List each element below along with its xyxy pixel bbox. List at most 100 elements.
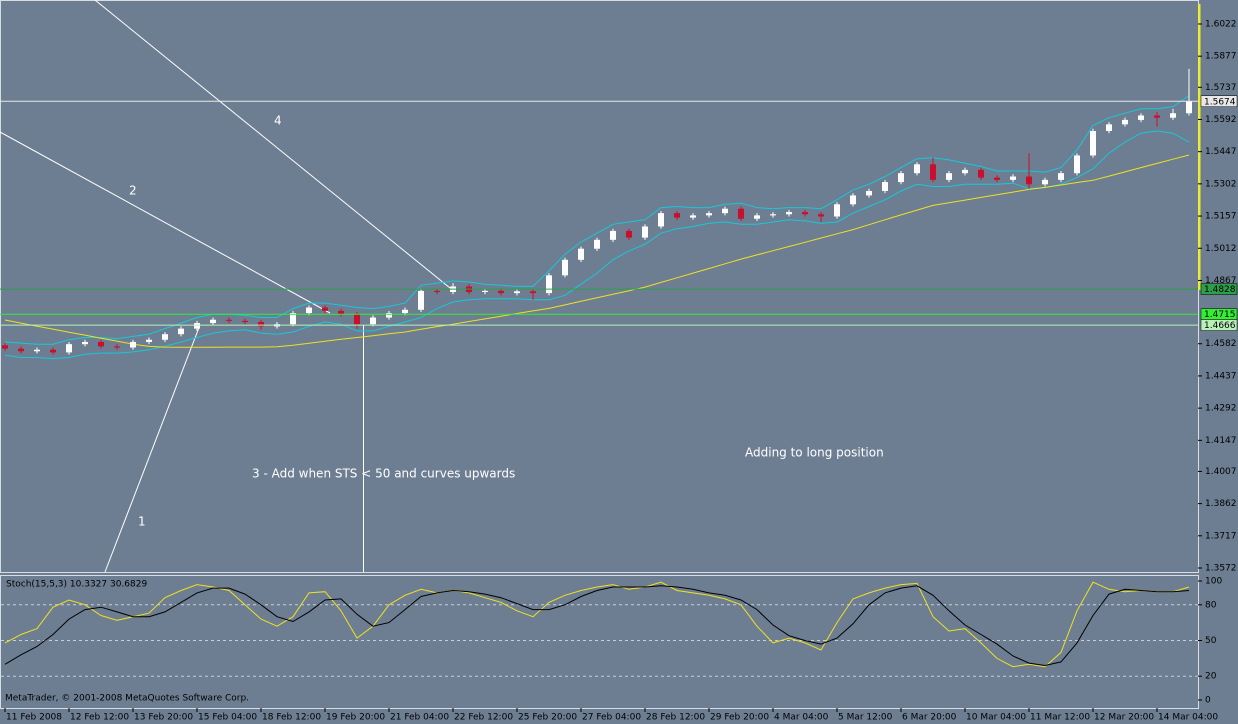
candle-body [674, 213, 680, 218]
candle-body [722, 208, 728, 214]
candle-body [642, 226, 648, 238]
candle-body [882, 182, 888, 191]
candle-body [738, 208, 744, 219]
y-tick-label: 1.5157 [1205, 212, 1237, 222]
candle-body [98, 341, 104, 347]
x-tick-label: 13 Feb 20:00 [134, 713, 193, 723]
candle-body [1074, 155, 1080, 174]
x-tick-label: 25 Feb 20:00 [518, 713, 577, 723]
candle-body [370, 317, 376, 325]
candle-body [1138, 115, 1144, 120]
candle-body [962, 169, 968, 174]
x-tick-label: 14 Mar 04:00 [1158, 713, 1218, 723]
price-label-box [1200, 95, 1238, 108]
candle-body [626, 230, 632, 238]
candle-body [834, 204, 840, 217]
y-tick-label: 1.3862 [1205, 499, 1237, 509]
annotation: 3 - Add when STS < 50 and curves upwards [252, 467, 515, 481]
indicator-line [4, 585, 1190, 667]
annotation: Adding to long position [745, 446, 884, 460]
candle-body [546, 275, 552, 294]
indicator-title: Stoch(15,5,3) 10.3327 30.6829 [6, 580, 147, 590]
y-tick-label: 1.6022 [1205, 19, 1237, 29]
candle-body [914, 164, 920, 174]
x-tick-label: 28 Feb 12:00 [646, 713, 705, 723]
y-tick-label: 1.5877 [1205, 52, 1237, 62]
x-tick-label: 29 Feb 20:00 [710, 713, 769, 723]
candle-body [226, 319, 232, 321]
candle-body [130, 341, 136, 348]
y-tick-label: 1.4582 [1205, 339, 1237, 349]
candle-body [658, 213, 664, 227]
price-label: 1.4828 [1204, 285, 1236, 295]
footer: MetaTrader, © 2001-2008 MetaQuotes Softw… [5, 694, 249, 704]
candle-body [754, 215, 760, 219]
trendline [0, 131, 331, 314]
price-label: 1.5674 [1204, 97, 1236, 107]
x-tick-label: 22 Feb 12:00 [454, 713, 513, 723]
y-tick-label: 1.5012 [1205, 244, 1237, 254]
y-tick-label: 1.5737 [1205, 83, 1237, 93]
candle-body [402, 309, 408, 314]
trendline [104, 324, 201, 573]
x-tick-label: 19 Feb 20:00 [326, 713, 385, 723]
candle-body [290, 313, 296, 325]
candle-body [706, 213, 712, 216]
candle-body [818, 214, 824, 217]
candle-body [1042, 179, 1048, 185]
candle-body [482, 290, 488, 292]
y-tick-label: 50 [1205, 636, 1217, 646]
price-label: 1.4666 [1204, 321, 1236, 331]
candle-body [1154, 115, 1160, 118]
candle-body [946, 173, 952, 180]
indicator-panel-frame [0, 575, 1199, 709]
trendline [94, 0, 451, 289]
y-tick-label: 1.5592 [1205, 115, 1237, 125]
candle-body [146, 339, 152, 342]
candle-body [770, 214, 776, 216]
x-tick-label: 10 Mar 04:00 [966, 713, 1026, 723]
y-tick-label: 1.4437 [1205, 371, 1237, 381]
x-tick-label: 18 Feb 12:00 [262, 713, 321, 723]
x-tick-label: 4 Mar 04:00 [774, 713, 829, 723]
x-tick-label: 15 Feb 04:00 [198, 713, 257, 723]
y-tick-label: 1.4007 [1205, 467, 1237, 477]
candle-body [242, 320, 248, 322]
candle-body [418, 290, 424, 310]
candle-body [994, 177, 1000, 180]
candle-body [338, 310, 344, 315]
candle-body [530, 291, 536, 294]
annotation: 4 [274, 114, 282, 128]
y-tick-label: 1.3572 [1205, 564, 1237, 574]
candle-body [194, 323, 200, 329]
candle-body [930, 164, 936, 180]
candle-body [562, 259, 568, 276]
x-tick-label: 11 Feb 2008 [6, 713, 62, 723]
candle-body [514, 291, 520, 294]
y-tick-label: 100 [1205, 577, 1222, 587]
price-label-box [1200, 283, 1238, 295]
candle-body [322, 307, 328, 311]
candle-body [866, 190, 872, 196]
y-tick-label: 20 [1205, 672, 1217, 682]
y-tick-label: 80 [1205, 600, 1217, 610]
trendlines [0, 0, 451, 573]
candle-body [34, 349, 40, 352]
y-tick-label: 1.5302 [1205, 179, 1237, 189]
candle-body [898, 173, 904, 183]
candle-body [18, 348, 24, 352]
indicator-line [4, 581, 1190, 668]
x-tick-label: 21 Feb 04:00 [390, 713, 449, 723]
x-tick-label: 6 Mar 20:00 [902, 713, 957, 723]
candle-body [162, 334, 168, 340]
x-tick-label: 27 Feb 04:00 [582, 713, 641, 723]
candle-body [354, 314, 360, 325]
candle-body [1026, 176, 1032, 185]
overlay-line [4, 130, 1190, 360]
candle-body [178, 328, 184, 335]
candle-body [802, 212, 808, 215]
annotation: 1 [138, 515, 146, 529]
